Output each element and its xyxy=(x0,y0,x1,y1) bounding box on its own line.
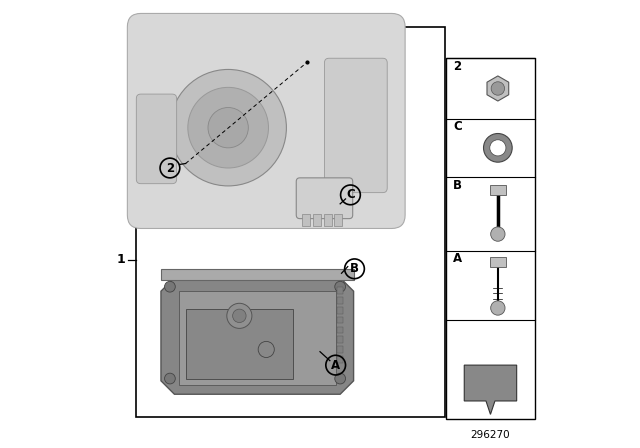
FancyBboxPatch shape xyxy=(313,214,321,226)
FancyBboxPatch shape xyxy=(179,291,335,385)
FancyBboxPatch shape xyxy=(324,214,332,226)
FancyBboxPatch shape xyxy=(296,178,353,219)
FancyBboxPatch shape xyxy=(337,356,343,363)
Circle shape xyxy=(490,140,506,156)
Text: A: A xyxy=(331,358,340,372)
Circle shape xyxy=(188,87,269,168)
Text: B: B xyxy=(453,178,462,192)
Polygon shape xyxy=(487,76,509,101)
FancyBboxPatch shape xyxy=(302,214,310,226)
FancyBboxPatch shape xyxy=(161,269,353,280)
Text: A: A xyxy=(453,252,462,266)
Text: 1: 1 xyxy=(116,253,125,267)
Circle shape xyxy=(164,281,175,292)
Circle shape xyxy=(491,301,505,315)
Circle shape xyxy=(491,82,504,95)
Text: B: B xyxy=(350,262,359,276)
FancyBboxPatch shape xyxy=(337,297,343,304)
Circle shape xyxy=(227,303,252,328)
Circle shape xyxy=(484,134,512,162)
Circle shape xyxy=(258,341,275,358)
Circle shape xyxy=(491,227,505,241)
FancyBboxPatch shape xyxy=(337,327,343,333)
Text: 2: 2 xyxy=(166,161,174,175)
Text: 296270: 296270 xyxy=(470,431,510,440)
FancyBboxPatch shape xyxy=(490,185,506,194)
Circle shape xyxy=(208,108,248,148)
Circle shape xyxy=(335,373,346,384)
FancyBboxPatch shape xyxy=(337,346,343,353)
Circle shape xyxy=(335,281,346,292)
FancyBboxPatch shape xyxy=(337,287,343,294)
FancyBboxPatch shape xyxy=(127,13,405,228)
Polygon shape xyxy=(464,365,516,414)
FancyBboxPatch shape xyxy=(136,94,177,184)
Circle shape xyxy=(233,309,246,323)
FancyBboxPatch shape xyxy=(337,336,343,343)
Text: C: C xyxy=(453,120,462,134)
Circle shape xyxy=(164,373,175,384)
Polygon shape xyxy=(161,278,353,394)
Circle shape xyxy=(170,69,287,186)
FancyBboxPatch shape xyxy=(490,257,506,267)
FancyBboxPatch shape xyxy=(337,317,343,323)
FancyBboxPatch shape xyxy=(337,307,343,314)
FancyBboxPatch shape xyxy=(324,58,387,193)
Text: C: C xyxy=(346,188,355,202)
FancyBboxPatch shape xyxy=(186,309,293,379)
FancyBboxPatch shape xyxy=(334,214,342,226)
Text: 2: 2 xyxy=(454,60,461,73)
